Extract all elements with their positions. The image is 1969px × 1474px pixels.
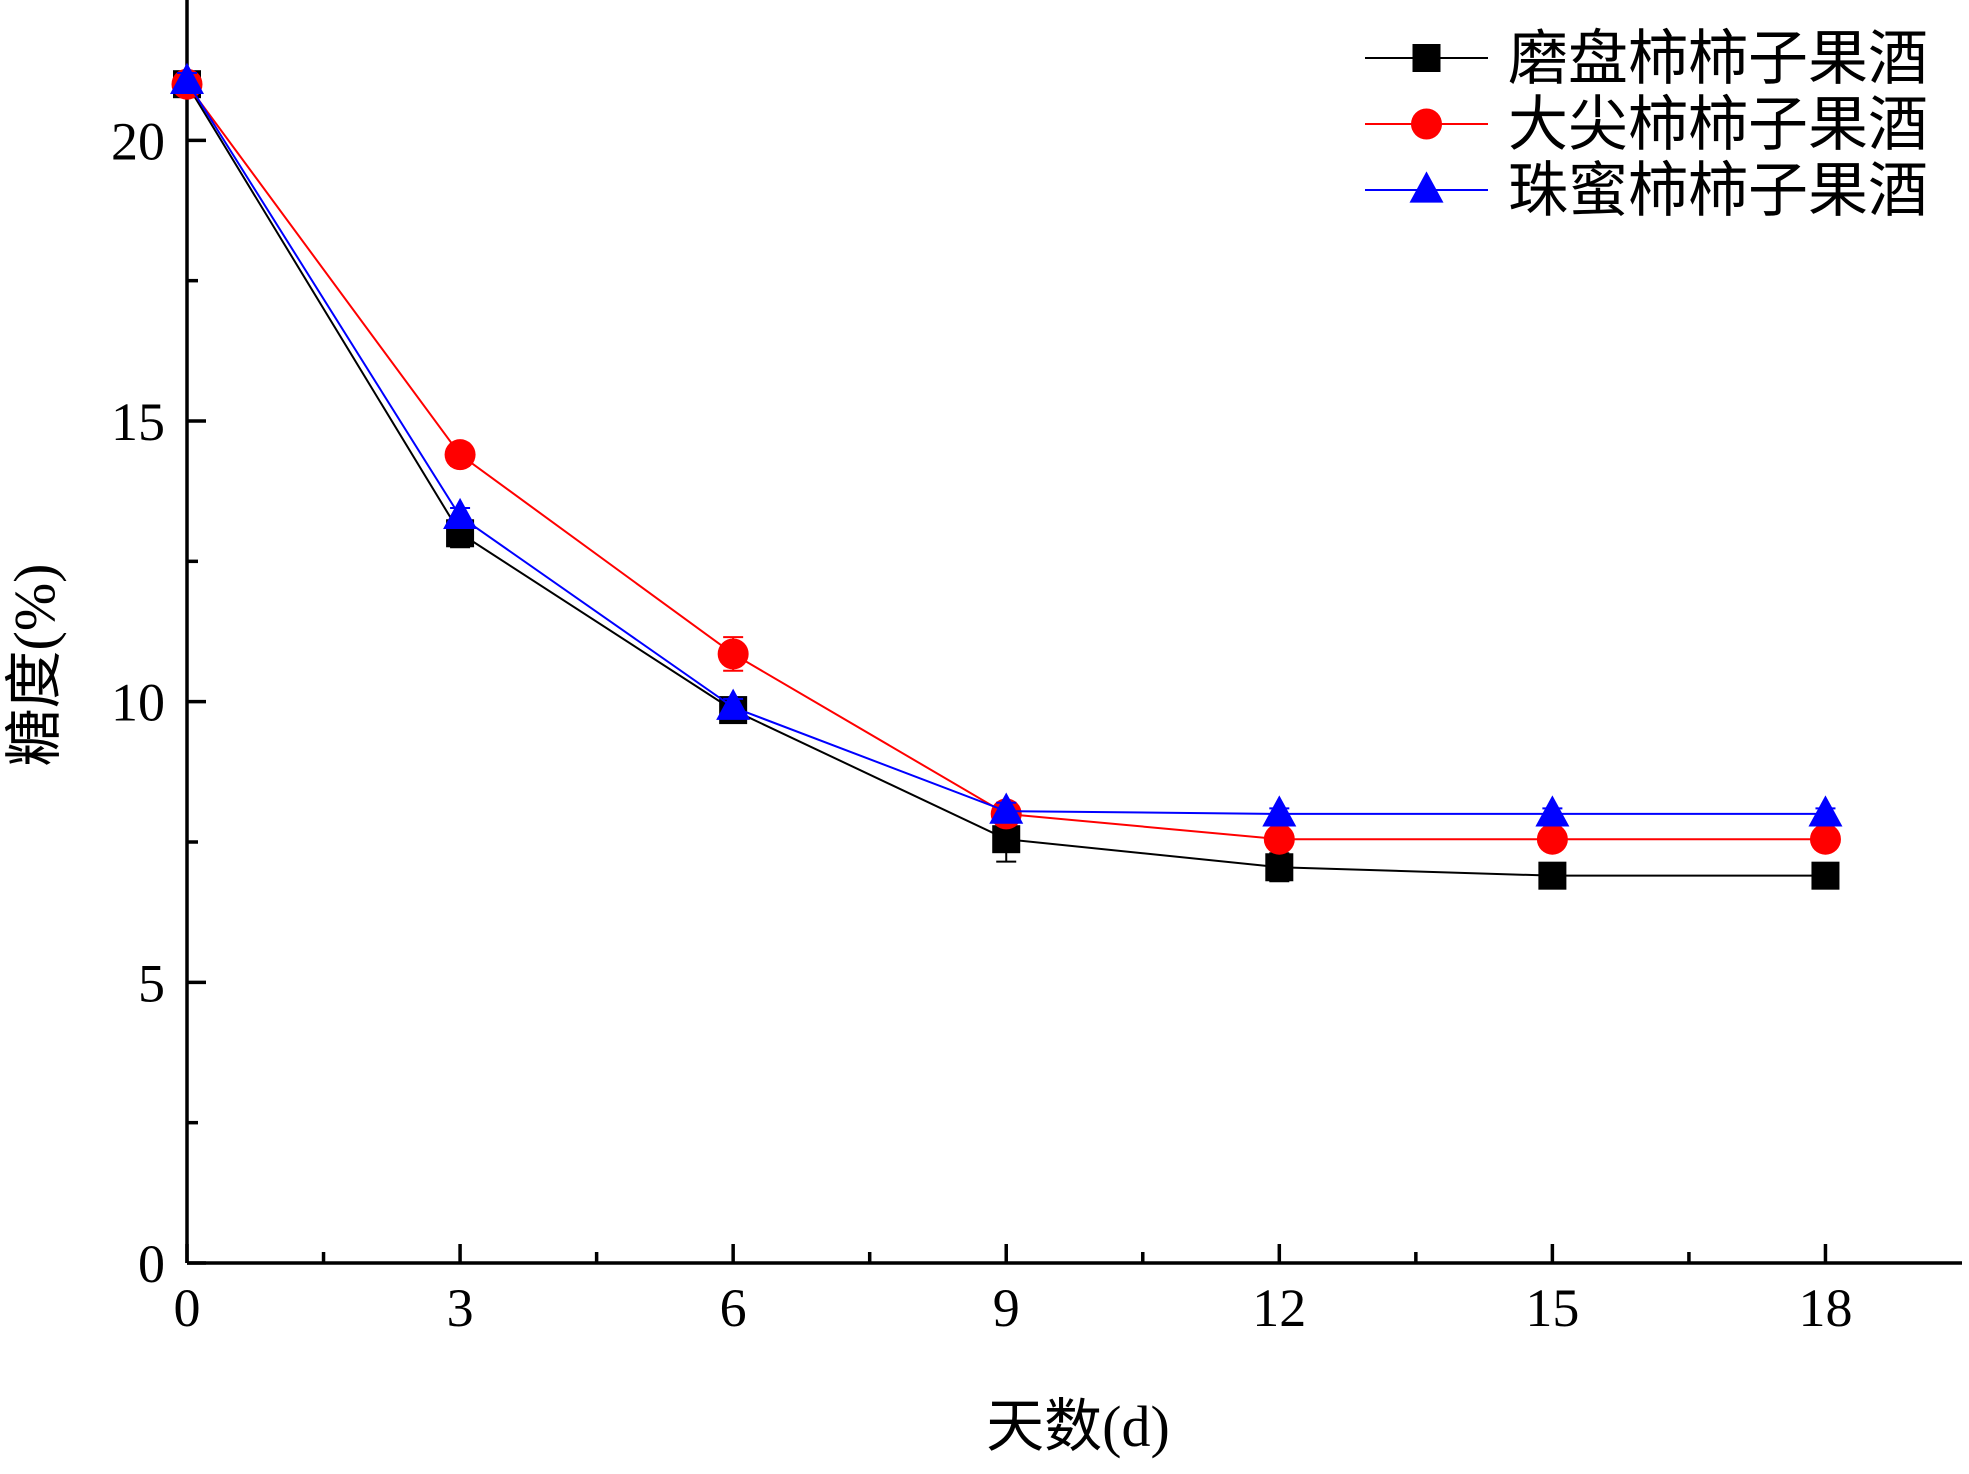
x-tick-label: 9 xyxy=(993,1278,1020,1338)
data-point xyxy=(1811,861,1840,890)
data-point xyxy=(992,825,1021,854)
series-layer xyxy=(170,62,1843,890)
x-tick-label: 12 xyxy=(1252,1278,1306,1338)
data-point xyxy=(1536,823,1568,855)
data-point xyxy=(170,62,204,94)
x-tick-label: 3 xyxy=(447,1278,474,1338)
x-tick-label: 0 xyxy=(174,1278,201,1338)
legend-marker xyxy=(1412,44,1441,72)
data-point xyxy=(716,688,751,720)
data-point xyxy=(1263,823,1295,855)
data-point xyxy=(1809,823,1841,855)
data-point xyxy=(1535,795,1570,827)
data-point xyxy=(443,497,478,530)
y-tick-label: 5 xyxy=(138,953,165,1013)
legend-entry: 大尖柿柿子果酒 xyxy=(1365,92,1928,158)
data-point xyxy=(1262,795,1297,827)
legend-marker xyxy=(1409,171,1444,203)
series-3 xyxy=(170,62,1843,827)
data-point xyxy=(717,638,749,670)
x-tick-label: 6 xyxy=(720,1278,747,1338)
y-axis-title: 糖度(%) xyxy=(2,564,67,767)
legend-label: 珠蜜柿柿子果酒 xyxy=(1508,158,1928,224)
x-axis-title: 天数(d) xyxy=(986,1394,1170,1459)
data-point xyxy=(444,439,476,471)
legend-entry: 磨盘柿柿子果酒 xyxy=(1365,26,1928,92)
legend-label: 磨盘柿柿子果酒 xyxy=(1508,26,1928,92)
data-point xyxy=(1265,853,1294,882)
x-tick-label: 18 xyxy=(1798,1278,1852,1338)
y-tick-label: 0 xyxy=(138,1234,165,1294)
data-point xyxy=(1808,795,1843,827)
legend-label: 大尖柿柿子果酒 xyxy=(1508,92,1928,158)
y-tick-label: 10 xyxy=(111,673,165,733)
data-point xyxy=(989,792,1024,824)
y-tick-label: 20 xyxy=(111,111,165,171)
legend-entry: 珠蜜柿柿子果酒 xyxy=(1365,158,1928,224)
legend-marker xyxy=(1411,108,1442,140)
x-tick-label: 15 xyxy=(1525,1278,1579,1338)
y-tick-label: 15 xyxy=(111,392,165,452)
axes: 0 3 6 9 12 15 18 0 5 10 15 20 xyxy=(111,0,1962,1338)
data-point xyxy=(1538,861,1567,890)
